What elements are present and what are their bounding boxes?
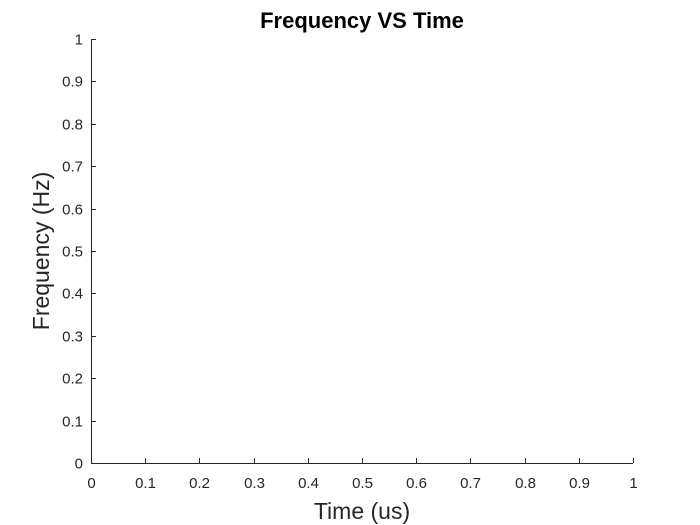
plot-area: [91, 39, 633, 463]
y-tick-label: 0.8: [62, 117, 83, 134]
chart-title: Frequency VS Time: [260, 8, 464, 33]
y-tick-label: 0.3: [62, 329, 83, 346]
x-axis-label: Time (us): [314, 498, 410, 524]
x-tick-label: 0.3: [244, 475, 265, 492]
y-tick-label: 0.9: [62, 74, 83, 91]
x-tick-label: 0.2: [189, 475, 210, 492]
x-tick-label: 0.4: [298, 475, 319, 492]
y-tick-label: 0.4: [62, 286, 83, 303]
x-ticks: 0 0.1 0.2 0.3 0.4 0.5 0.6 0.7 0.8 0.9 1: [87, 458, 638, 492]
y-axis-label: Frequency (Hz): [28, 172, 54, 330]
x-tick-label: 0.6: [406, 475, 427, 492]
x-tick-label: 0.5: [352, 475, 373, 492]
y-tick-label: 0.7: [62, 159, 83, 176]
y-tick-label: 0.6: [62, 202, 83, 219]
x-tick-label: 0.8: [515, 475, 536, 492]
y-tick-label: 0.5: [62, 244, 83, 261]
y-tick-label: 1: [75, 32, 83, 49]
x-tick-label: 0.9: [569, 475, 590, 492]
y-tick-label: 0.1: [62, 414, 83, 431]
x-tick-label: 0.7: [460, 475, 481, 492]
y-tick-label: 0.2: [62, 371, 83, 388]
x-tick-label: 0: [87, 475, 95, 492]
x-tick-label: 0.1: [135, 475, 156, 492]
y-tick-label: 0: [75, 456, 83, 473]
x-tick-label: 1: [629, 475, 637, 492]
y-ticks: 0 0.1 0.2 0.3 0.4 0.5 0.6 0.7 0.8 0.9 1: [62, 32, 96, 473]
